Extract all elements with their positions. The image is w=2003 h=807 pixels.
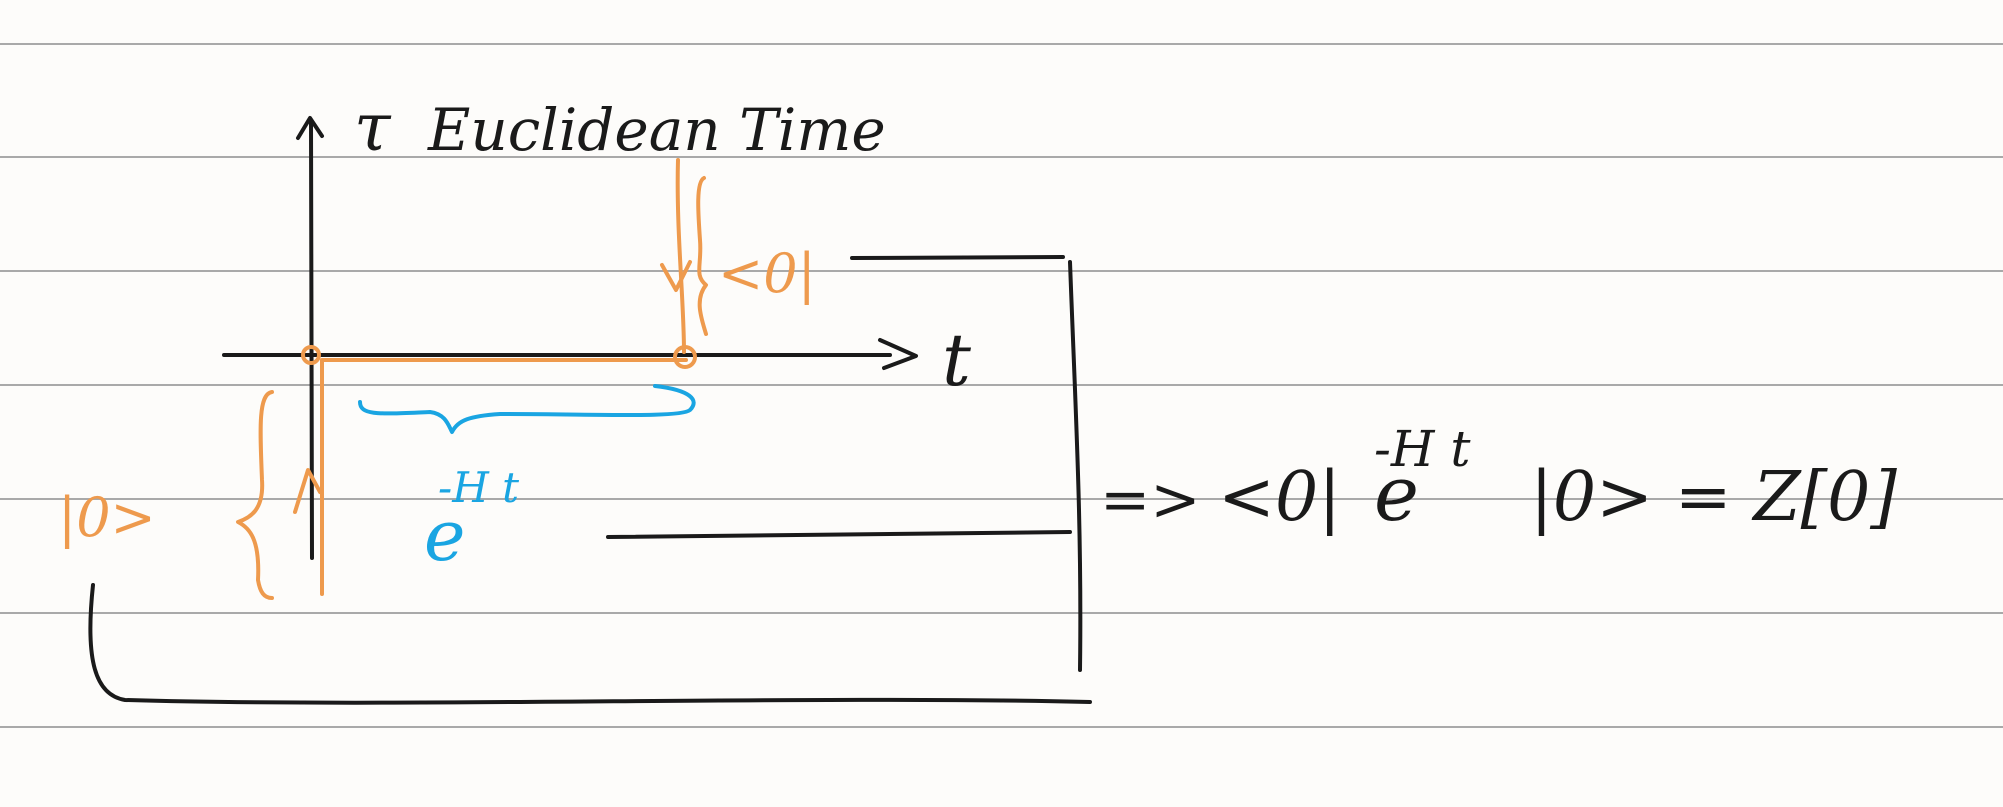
right-bracket-line [1068, 260, 1083, 672]
result-base: e [1374, 449, 1419, 538]
bottom-bracket-line [88, 583, 1092, 705]
ket-label: |0> [58, 486, 156, 549]
ket-curly-brace [236, 390, 274, 600]
tau-label: τ [354, 89, 392, 166]
operator-exponent: -H t [438, 463, 519, 512]
axes [222, 116, 918, 560]
operator-base: e [424, 495, 465, 577]
result-exponent: -H t [1374, 420, 1471, 478]
t-axis-label: t [942, 318, 972, 402]
origin-point [301, 345, 321, 365]
ruled-lines [0, 43, 2003, 728]
t-axis-arrowhead-icon [878, 338, 918, 370]
orange-path [236, 158, 708, 600]
endpoint-point [673, 345, 697, 369]
lower-boundary-line [606, 530, 1072, 539]
down-arrow-icon [660, 260, 692, 292]
result-tail: |0> = Z[0] [1530, 458, 1897, 537]
path-box [88, 255, 1092, 705]
contour-path [320, 358, 688, 596]
upper-boundary-line [850, 255, 1065, 260]
euclidean-time-axis [309, 120, 314, 560]
bra-label: <0| [718, 242, 816, 305]
up-arrow-icon [293, 468, 322, 514]
result-bra: <0| [1218, 458, 1341, 537]
euclidean-time-title: Euclidean Time [427, 96, 886, 164]
bra-curly-brace [696, 176, 708, 336]
tau-axis-arrowhead-icon [296, 116, 324, 140]
down-path [675, 158, 686, 354]
operator-brace [358, 384, 696, 434]
implies-arrow: => [1100, 465, 1201, 535]
